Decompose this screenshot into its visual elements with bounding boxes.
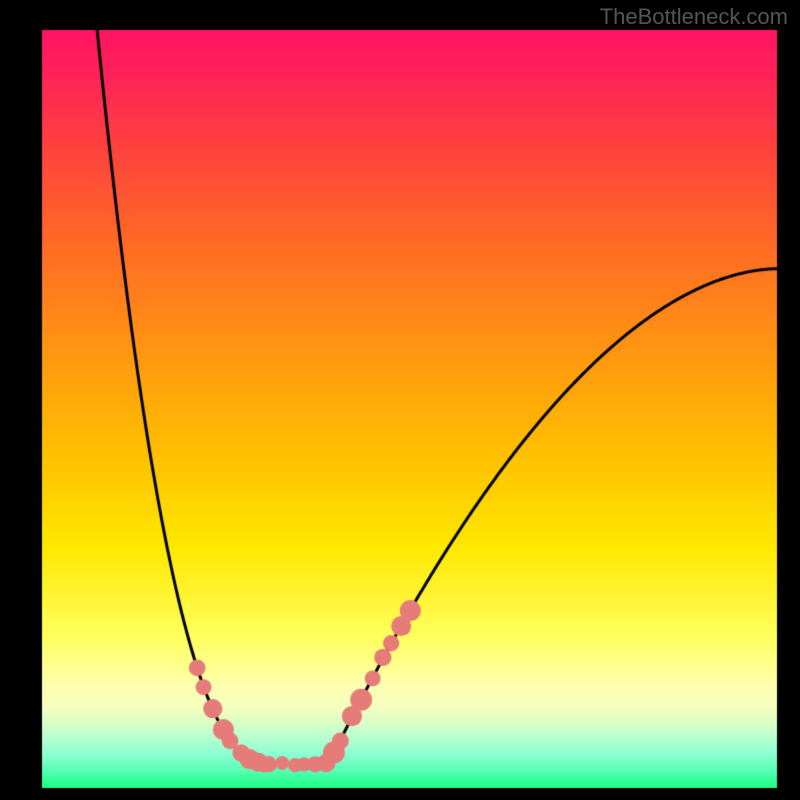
chart-root: TheBottleneck.com [0,0,800,800]
gradient-valley-chart [0,0,800,800]
